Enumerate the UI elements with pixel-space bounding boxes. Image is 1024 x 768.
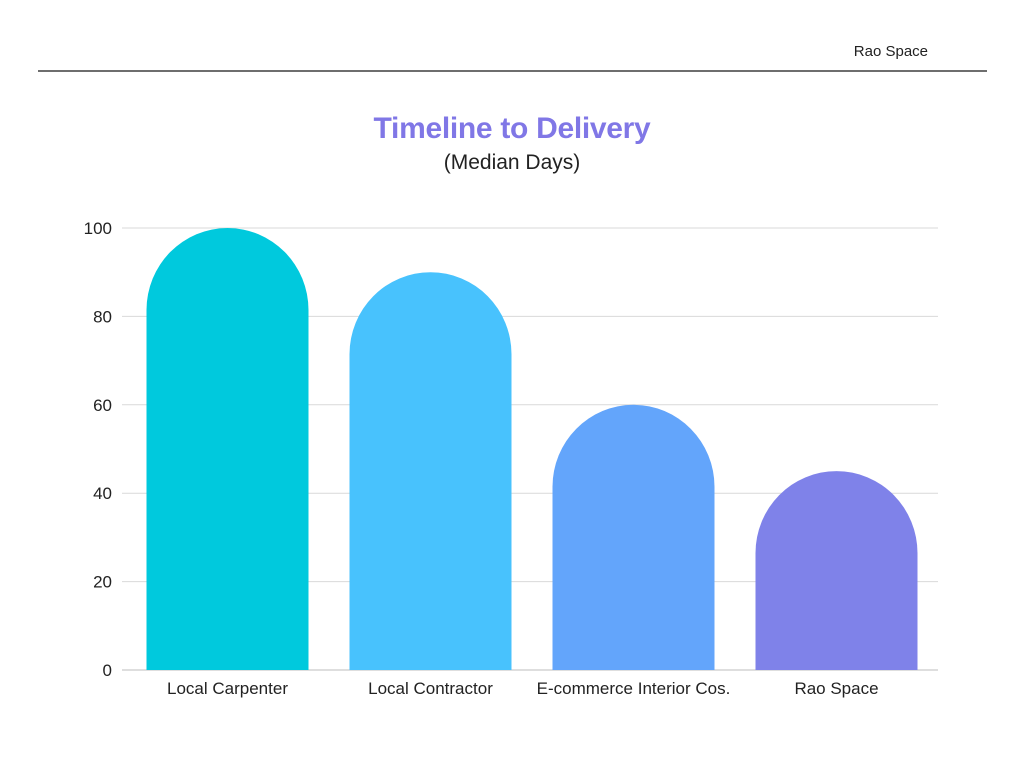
header-divider	[38, 70, 987, 72]
bar-local-carpenter	[146, 228, 309, 670]
x-tick-label: Local Carpenter	[167, 679, 288, 698]
y-tick-label: 100	[84, 219, 112, 238]
brand-name: Rao Space	[853, 43, 928, 60]
bar-rao-space	[755, 471, 918, 670]
x-tick-label: E-commerce Interior Cos.	[537, 679, 731, 698]
x-tick-label: Local Contractor	[368, 679, 493, 698]
chart-subtitle: (Median Days)	[443, 151, 581, 174]
chart-title: Timeline to Delivery	[373, 112, 651, 145]
y-tick-label: 20	[93, 573, 112, 592]
x-tick-label: Rao Space	[794, 679, 878, 698]
bars	[146, 228, 918, 670]
bar-e-commerce-interior-cos	[552, 404, 715, 670]
axes: 0 20 40 60 80 100 Local Carpenter Local Contrac…	[84, 219, 879, 698]
y-tick-label: 60	[93, 396, 112, 415]
y-tick-label: 40	[93, 484, 112, 503]
y-tick-label: 80	[93, 307, 112, 326]
bar-local-contractor	[349, 272, 512, 670]
y-tick-label: 0	[103, 661, 112, 680]
